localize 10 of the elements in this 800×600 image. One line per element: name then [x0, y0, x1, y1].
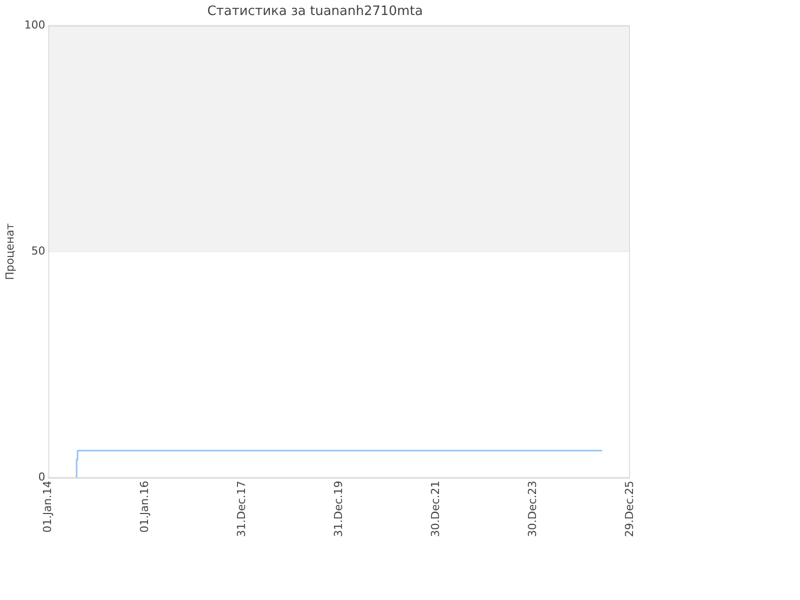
y-axis-title: Проценат	[3, 222, 16, 280]
x-tick-label: 01.Jan.16	[138, 480, 152, 533]
chart-title: Статистика за tuananh2710mta	[207, 4, 423, 20]
x-tick-label: 30.Dec.21	[428, 480, 442, 538]
x-tick-label: 30.Dec.23	[526, 480, 539, 538]
x-tick-label: 29.Dec.25	[622, 480, 636, 538]
x-tick-label: 31.Dec.17	[234, 480, 248, 538]
y-tick-label: 100	[24, 18, 46, 32]
y-tick-label: 50	[31, 244, 46, 258]
x-tick-label: 31.Dec.19	[332, 480, 345, 538]
